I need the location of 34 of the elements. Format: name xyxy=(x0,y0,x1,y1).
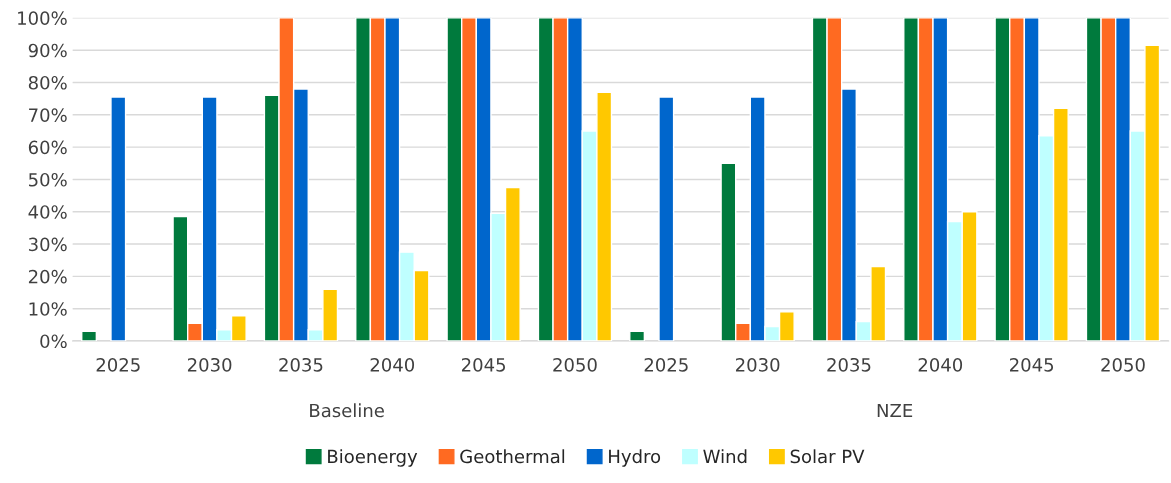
x-tick-label: 2035 xyxy=(279,357,323,372)
y-tick-label: 10% xyxy=(29,302,67,316)
x-tick-label: 2025 xyxy=(644,357,688,372)
x-tick-label: 2050 xyxy=(1101,357,1145,372)
x-tick-label: 2025 xyxy=(96,357,140,372)
legend-label: Bioenergy xyxy=(328,449,418,467)
x-tick-label: 2035 xyxy=(827,357,871,372)
y-tick-label: 40% xyxy=(28,205,67,219)
x-tick-label: 2030 xyxy=(187,357,232,372)
y-tick-label: 100% xyxy=(18,11,67,25)
y-tick-label: 80% xyxy=(28,75,67,90)
bar xyxy=(658,96,675,341)
x-tick-label: 2030 xyxy=(735,357,780,372)
y-tick-label: 50% xyxy=(29,172,67,187)
y-tick-label: 20% xyxy=(28,269,67,284)
legend-label: Wind xyxy=(703,449,747,464)
text: Baseline xyxy=(310,403,384,418)
x-tick-label: 2045 xyxy=(461,357,506,372)
x-tick-label: 2050 xyxy=(553,357,597,372)
y-tick-label: 90% xyxy=(28,43,67,58)
bar xyxy=(81,330,98,341)
legend-label: Hydro xyxy=(609,449,661,467)
y-tick-label: 60% xyxy=(28,140,67,155)
text: NZE xyxy=(877,403,913,418)
x-tick-label: 2045 xyxy=(1010,357,1054,372)
x-tick-label: 2040 xyxy=(918,357,963,372)
y-tick-label: 0% xyxy=(40,334,67,349)
bar xyxy=(110,96,127,341)
legend-label: Geothermal xyxy=(460,449,565,464)
x-tick-label: 2040 xyxy=(370,357,415,372)
y-tick-label: 70% xyxy=(29,108,67,122)
legend-label: Solar PV xyxy=(790,449,865,464)
y-tick-label: 30% xyxy=(28,237,67,252)
bar xyxy=(629,330,646,341)
